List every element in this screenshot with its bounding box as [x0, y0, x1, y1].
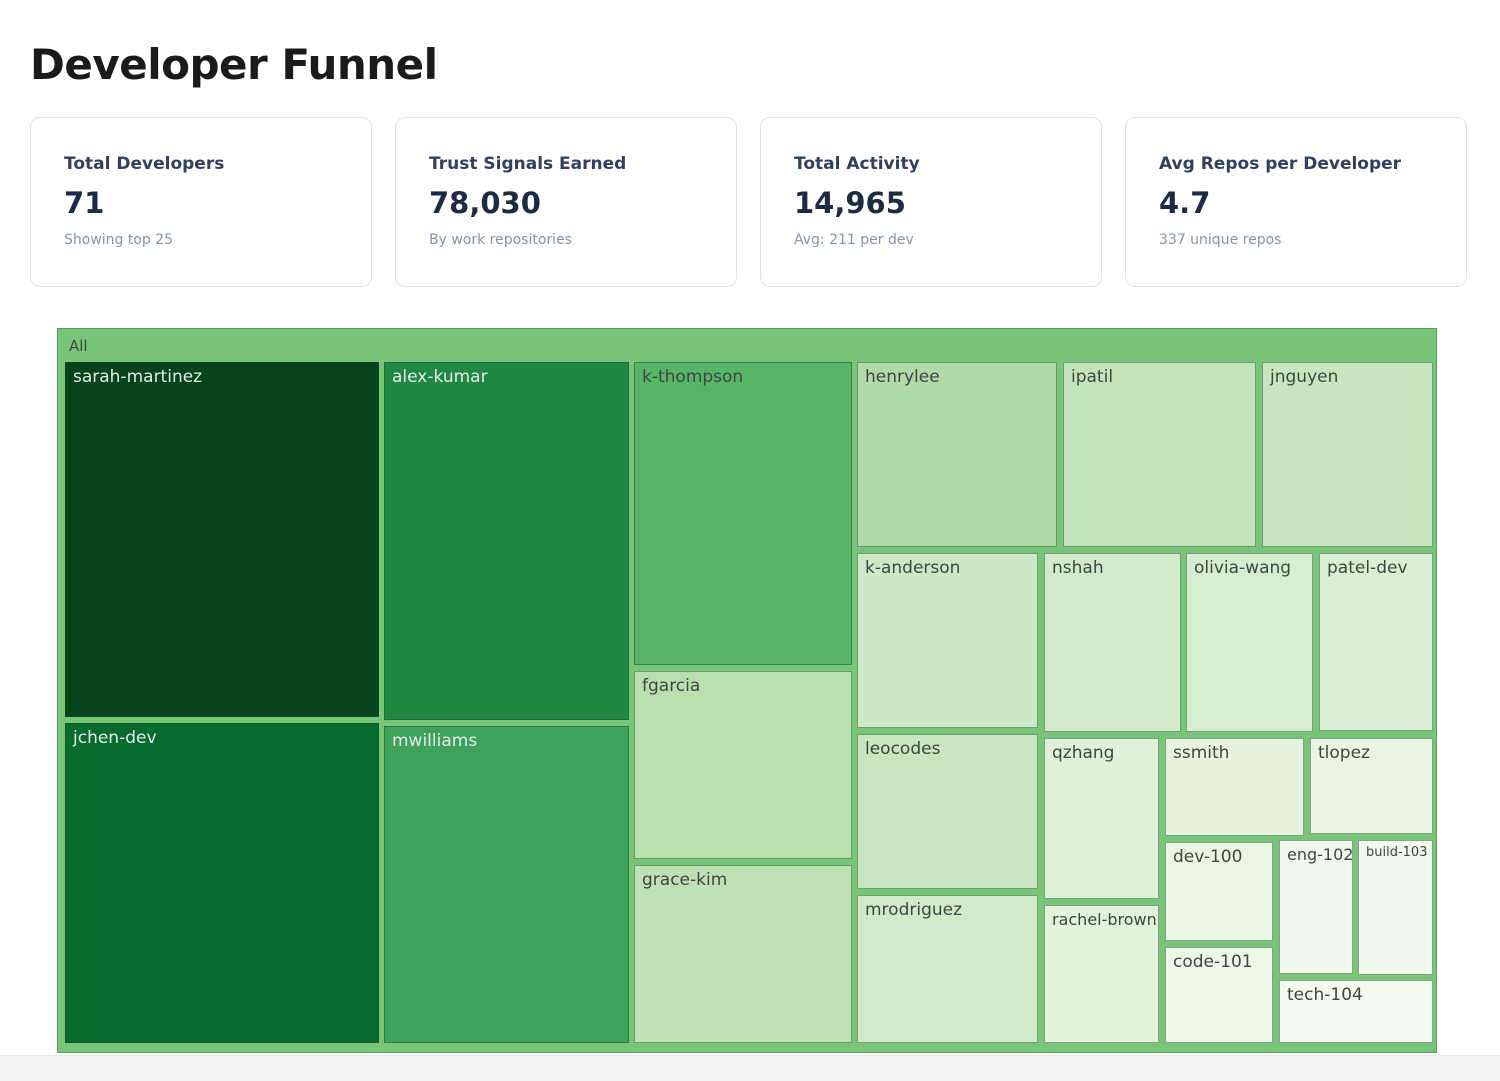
treemap-tile-henrylee[interactable]: henrylee — [857, 362, 1057, 547]
treemap-tile-patel-dev[interactable]: patel-dev — [1319, 553, 1433, 731]
stat-subtext: 337 unique repos — [1159, 232, 1282, 248]
treemap-tile-jchen-dev[interactable]: jchen-dev — [65, 723, 379, 1043]
treemap-tile-label: grace-kim — [642, 870, 728, 890]
treemap-tile-label: jchen-dev — [73, 728, 157, 748]
stat-cards-row: Total Developers 71 Showing top 25 Trust… — [30, 117, 1467, 287]
stat-card-trust-signals: Trust Signals Earned 78,030 By work repo… — [395, 117, 737, 287]
stat-card-total-developers: Total Developers 71 Showing top 25 — [30, 117, 372, 287]
stat-card-total-activity: Total Activity 14,965 Avg: 211 per dev — [760, 117, 1102, 287]
treemap-tile-label: tech-104 — [1287, 985, 1363, 1005]
stat-label: Trust Signals Earned — [429, 154, 627, 174]
treemap-tile-k-anderson[interactable]: k-anderson — [857, 553, 1038, 728]
bottom-strip — [0, 1055, 1500, 1081]
stat-subtext: Avg: 211 per dev — [794, 232, 914, 248]
stat-label: Total Activity — [794, 154, 920, 174]
treemap-tile-nshah[interactable]: nshah — [1044, 553, 1181, 732]
treemap-tile-sarah-martinez[interactable]: sarah-martinez — [65, 362, 379, 717]
stat-value: 71 — [64, 186, 105, 220]
treemap-tile-label: rachel-brown — [1052, 910, 1157, 929]
treemap-tile-label: leocodes — [865, 739, 941, 759]
treemap-tile-dev-100[interactable]: dev-100 — [1165, 842, 1273, 941]
treemap-tile-label: ssmith — [1173, 743, 1230, 763]
treemap-tile-label: tlopez — [1318, 743, 1370, 763]
treemap-tile-label: henrylee — [865, 367, 940, 387]
treemap-tile-label: code-101 — [1173, 952, 1253, 972]
stat-subtext: Showing top 25 — [64, 232, 174, 248]
treemap-tile-k-thompson[interactable]: k-thompson — [634, 362, 852, 665]
treemap-tile-ssmith[interactable]: ssmith — [1165, 738, 1304, 836]
treemap-tile-leocodes[interactable]: leocodes — [857, 734, 1038, 889]
treemap-tile-label: eng-102 — [1287, 845, 1353, 864]
treemap-tile-label: jnguyen — [1270, 367, 1339, 387]
developer-treemap: All sarah-martinez jchen-dev alex-kumar mwi… — [57, 328, 1437, 1053]
stat-card-avg-repos: Avg Repos per Developer 4.7 337 unique r… — [1125, 117, 1467, 287]
treemap-tile-tlopez[interactable]: tlopez — [1310, 738, 1433, 834]
stat-label: Avg Repos per Developer — [1159, 154, 1402, 174]
treemap-tile-code-101[interactable]: code-101 — [1165, 947, 1273, 1043]
treemap-tile-rachel-brown[interactable]: rachel-brown — [1044, 905, 1159, 1043]
treemap-tile-label: olivia-wang — [1194, 558, 1292, 578]
treemap-tile-label: fgarcia — [642, 676, 701, 696]
treemap-tile-label: nshah — [1052, 558, 1104, 578]
treemap-root-label[interactable]: All — [69, 337, 88, 355]
treemap-tile-eng-102[interactable]: eng-102 — [1279, 840, 1353, 974]
stat-label: Total Developers — [64, 154, 225, 174]
treemap-tile-label: k-anderson — [865, 558, 961, 578]
treemap-tile-label: dev-100 — [1173, 847, 1243, 867]
treemap-tile-grace-kim[interactable]: grace-kim — [634, 865, 852, 1043]
treemap-tile-build-103[interactable]: build-103 — [1358, 840, 1433, 975]
treemap-tile-fgarcia[interactable]: fgarcia — [634, 671, 852, 859]
stat-value: 14,965 — [794, 186, 906, 220]
treemap-tile-jnguyen[interactable]: jnguyen — [1262, 362, 1433, 547]
treemap-tile-label: patel-dev — [1327, 558, 1408, 578]
treemap-tile-label: sarah-martinez — [73, 367, 203, 387]
treemap-tile-label: k-thompson — [642, 367, 744, 387]
treemap-tile-label: ipatil — [1071, 367, 1114, 387]
treemap-tile-label: mwilliams — [392, 731, 478, 751]
page-title: Developer Funnel — [30, 40, 438, 89]
treemap-tile-label: mrodriguez — [865, 900, 963, 920]
treemap-tile-label: alex-kumar — [392, 367, 488, 387]
treemap-tile-mwilliams[interactable]: mwilliams — [384, 726, 629, 1043]
stat-value: 4.7 — [1159, 186, 1211, 220]
treemap-tile-mrodriguez[interactable]: mrodriguez — [857, 895, 1038, 1043]
treemap-tile-alex-kumar[interactable]: alex-kumar — [384, 362, 629, 720]
stat-subtext: By work repositories — [429, 232, 572, 248]
treemap-tile-label: qzhang — [1052, 743, 1115, 763]
treemap-tile-tech-104[interactable]: tech-104 — [1279, 980, 1433, 1043]
treemap-tile-ipatil[interactable]: ipatil — [1063, 362, 1256, 547]
stat-value: 78,030 — [429, 186, 541, 220]
treemap-tile-label: build-103 — [1366, 845, 1428, 860]
treemap-tile-qzhang[interactable]: qzhang — [1044, 738, 1159, 899]
treemap-tile-olivia-wang[interactable]: olivia-wang — [1186, 553, 1313, 732]
